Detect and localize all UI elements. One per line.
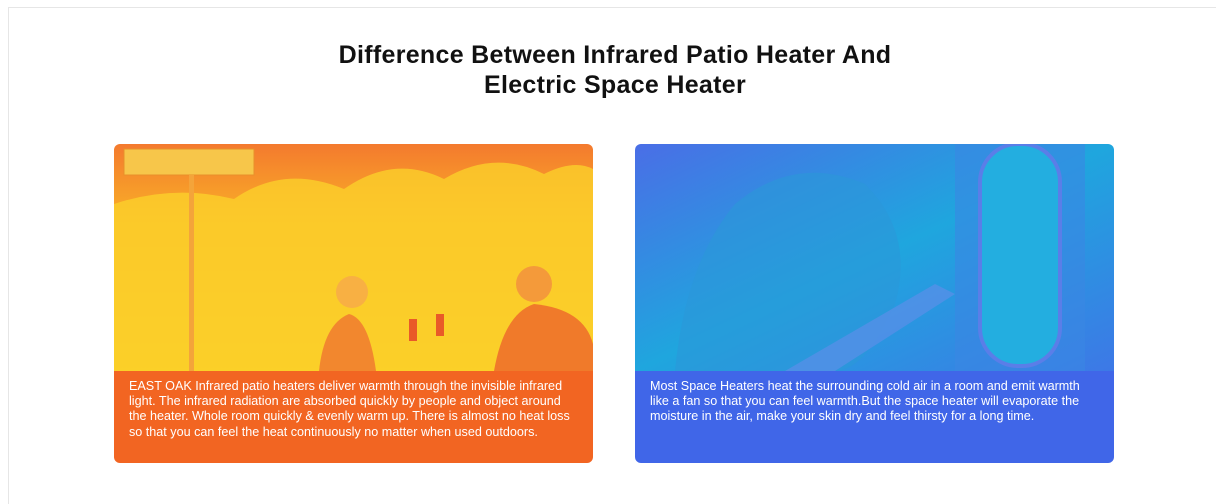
title-text: Difference Between Infrared Patio Heater…	[335, 40, 895, 100]
card-text: EAST OAK Infrared patio heaters deliver …	[114, 371, 593, 463]
card-text: Most Space Heaters heat the surrounding …	[635, 371, 1114, 463]
card-image	[635, 144, 1114, 371]
card: Most Space Heaters heat the surrounding …	[635, 144, 1114, 463]
title: Difference Between Infrared Patio Heater…	[0, 40, 1216, 100]
page: Difference Between Infrared Patio Heater…	[0, 0, 1216, 504]
card-image	[114, 144, 593, 371]
card: EAST OAK Infrared patio heaters deliver …	[114, 144, 593, 463]
